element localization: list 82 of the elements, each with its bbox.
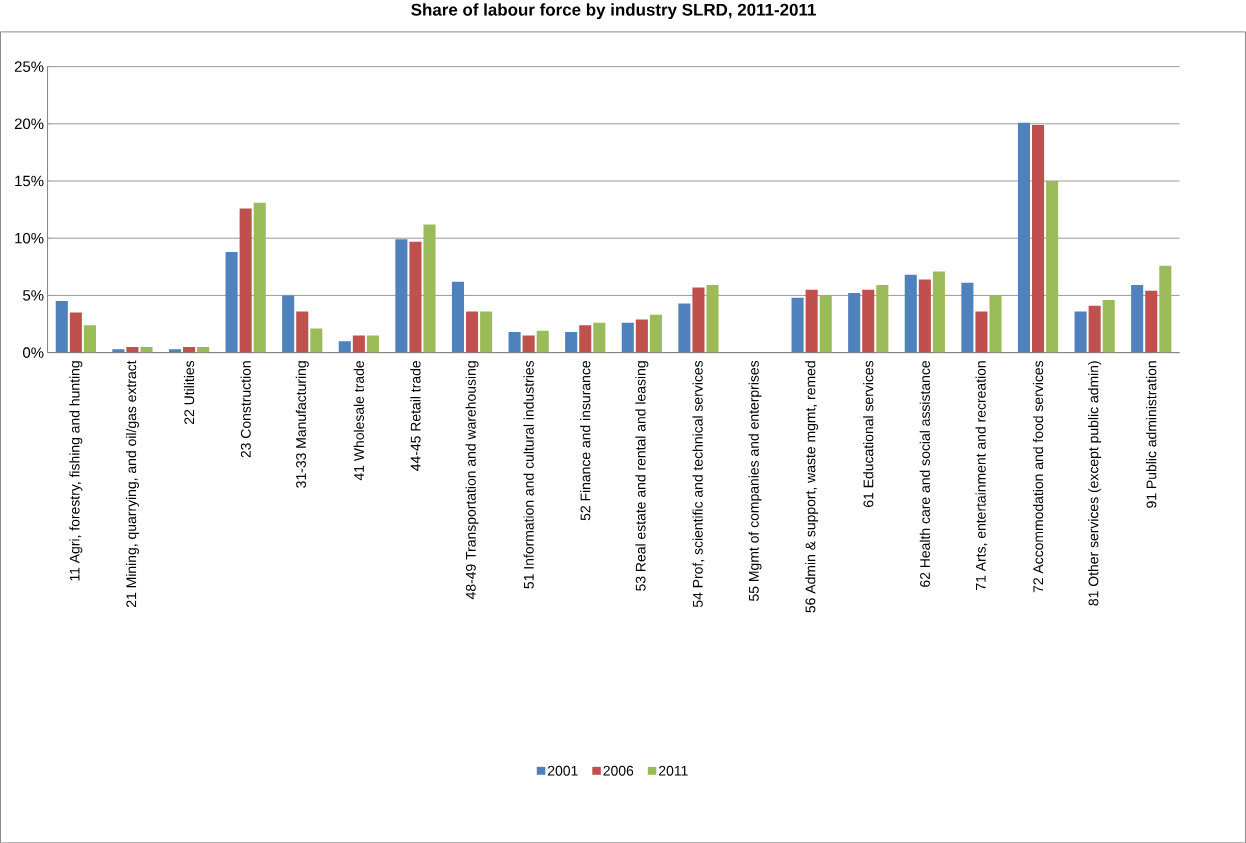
- bar: [423, 224, 436, 353]
- x-tick-label: 11 Agri, forestry, fishing and hunting: [69, 361, 83, 581]
- bar: [239, 208, 252, 353]
- x-tick-label: 53 Real estate and rental and leasing: [635, 361, 649, 591]
- x-tick-label: 41 Wholesale trade: [353, 360, 364, 481]
- bar: [451, 281, 465, 353]
- bar: [55, 300, 68, 353]
- bar: [366, 335, 379, 353]
- bar: [1102, 299, 1115, 353]
- x-tick-label: 72 Accommodation and food services: [1032, 360, 1044, 593]
- bar: [395, 239, 408, 353]
- bar: [819, 295, 832, 353]
- x-tick-label: 61 Educational services: [863, 360, 874, 507]
- bar: [140, 346, 153, 353]
- bar: [706, 284, 719, 353]
- bar: [1074, 311, 1087, 353]
- x-tick-label: 31-33 Manufacturing: [295, 361, 309, 488]
- y-tick-label: 20%: [14, 118, 44, 129]
- bar: [1131, 284, 1144, 353]
- bar: [678, 303, 691, 353]
- bar: [69, 312, 82, 353]
- bar: [1046, 180, 1059, 353]
- legend-label: 2011: [659, 765, 688, 776]
- bar: [253, 202, 266, 353]
- bar: [1088, 305, 1101, 353]
- chart-title: Share of labour force by industry SLRD, 2011-2011: [411, 3, 816, 19]
- bar: [918, 279, 931, 353]
- bar: [480, 311, 493, 353]
- legend-label: 2006: [603, 765, 634, 776]
- bar: [1145, 290, 1158, 353]
- bar: [536, 330, 549, 353]
- bar: [409, 241, 422, 353]
- x-tick-label: 22 Utilities: [183, 360, 195, 424]
- bar: [508, 331, 521, 353]
- x-tick-label: 71 Arts, entertainment and recreation: [975, 361, 988, 590]
- legend-label: 2001: [547, 765, 578, 776]
- bar: [593, 322, 606, 353]
- y-tick-label: 0%: [23, 347, 44, 358]
- bar: [805, 289, 818, 353]
- bar: [975, 311, 988, 353]
- bar: [635, 319, 648, 353]
- y-tick-label: 5%: [23, 289, 44, 301]
- x-tick-label: 62 Health care and social assistance: [919, 360, 930, 587]
- x-tick-label: 91 Public administration: [1146, 361, 1157, 508]
- bar: [310, 328, 323, 353]
- bar: [932, 271, 945, 353]
- bar: [352, 335, 365, 353]
- bar: [904, 274, 917, 353]
- y-tick-label: 15%: [15, 175, 44, 187]
- bar: [649, 314, 662, 353]
- bar: [791, 297, 804, 353]
- bar: [692, 287, 705, 353]
- x-tick-label: 54 Prof, scientific and technical services: [692, 360, 705, 607]
- x-tick-label: 23 Construction: [240, 361, 251, 458]
- bar: [83, 324, 96, 353]
- x-tick-label: 48-49 Transportation and warehousing: [465, 361, 479, 599]
- bar: [338, 340, 351, 353]
- bar: [862, 289, 875, 353]
- bar: [621, 322, 634, 353]
- bar: [848, 292, 861, 353]
- bar: [579, 324, 592, 353]
- bar: [876, 284, 889, 353]
- x-tick-label: 51 Information and cultural industries: [523, 360, 534, 589]
- x-tick-label: 55 Mgmt of companies and enterprises: [748, 360, 762, 601]
- bar: [989, 295, 1002, 353]
- bar: [565, 331, 578, 353]
- bar: [466, 311, 479, 353]
- x-tick-label: 56 Admin & support, waste mgmt, remed: [805, 361, 819, 613]
- bar: [1017, 122, 1031, 353]
- bar: [296, 311, 309, 353]
- bar: [1032, 124, 1045, 353]
- bar: [961, 282, 974, 353]
- x-tick-label: 21 Mining, quarrying, and oil/gas extract: [125, 360, 139, 607]
- y-tick-label: 10%: [15, 232, 44, 244]
- y-tick-label: 25%: [14, 61, 44, 72]
- bar: [1159, 265, 1172, 353]
- bar: [282, 295, 295, 353]
- x-tick-label: 44-45 Retail trade: [410, 360, 421, 471]
- x-tick-label: 81 Other services (except public admin): [1088, 361, 1102, 606]
- x-tick-label: 52 Finance and insurance: [580, 360, 591, 521]
- bar: [522, 335, 535, 353]
- bar: [225, 251, 238, 353]
